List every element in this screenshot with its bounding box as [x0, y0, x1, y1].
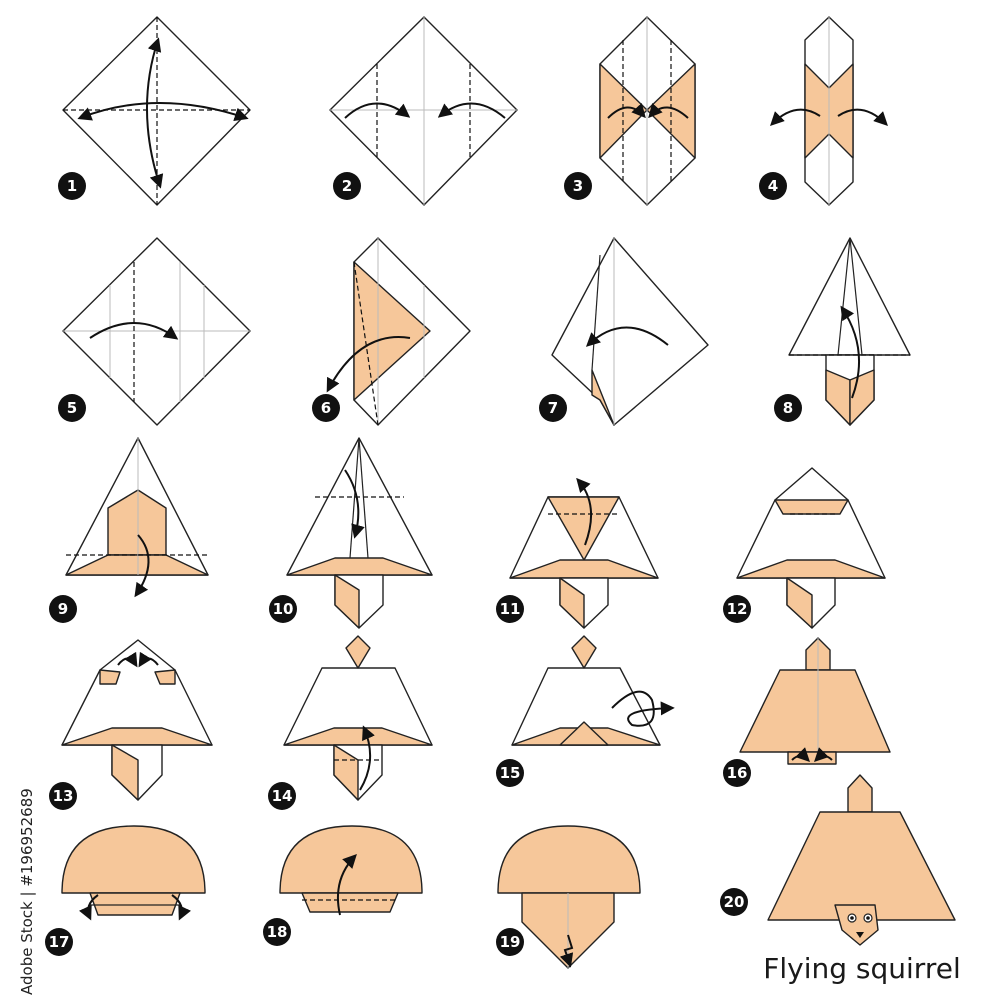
step-number: 9: [58, 600, 68, 618]
step-number: 4: [768, 177, 778, 195]
step-17-figure: [61, 825, 206, 921]
step-badge: 9: [49, 595, 77, 623]
step-11-figure: [509, 477, 659, 629]
step-6-figure: [326, 237, 471, 426]
step-14-figure: [283, 635, 433, 801]
step-badge: 8: [774, 394, 802, 422]
step-number: 16: [727, 764, 748, 782]
step-1-figure: [62, 16, 251, 206]
step-number: 2: [342, 177, 352, 195]
step-badge: 14: [268, 782, 296, 810]
step-number: 10: [273, 600, 294, 618]
step-19-figure: [497, 825, 641, 969]
diagram-title: Flying squirrel: [763, 952, 960, 985]
step-badge: 3: [564, 172, 592, 200]
step-8-figure: [788, 237, 911, 426]
step-badge: 6: [312, 394, 340, 422]
step-badge: 7: [539, 394, 567, 422]
step-number: 6: [321, 399, 331, 417]
step-3-figure: [599, 16, 696, 206]
step-badge: 18: [263, 918, 291, 946]
step-number: 19: [500, 933, 521, 951]
step-badges: 1 2 3 4 5 6 7 8 9 10 11 12 13 14 15 16 1…: [45, 172, 802, 956]
step-badge: 12: [723, 595, 751, 623]
step-7-figure: [551, 237, 709, 426]
step-number: 20: [724, 893, 745, 911]
step-number: 17: [49, 933, 70, 951]
step-10-figure: [286, 437, 433, 629]
step-badge: 13: [49, 782, 77, 810]
step-number: 1: [67, 177, 77, 195]
step-badge: 15: [496, 759, 524, 787]
step-4-figure: [770, 16, 888, 206]
step-number: 12: [727, 600, 748, 618]
step-20-figure: [767, 774, 956, 946]
step-number: 15: [500, 764, 521, 782]
step-number: 5: [67, 399, 77, 417]
step-number: 11: [500, 600, 521, 618]
step-badge: 20: [720, 888, 748, 916]
step-badge: 10: [269, 595, 297, 623]
step-badge: 16: [723, 759, 751, 787]
step-badge: 11: [496, 595, 524, 623]
step-12-figure: [736, 467, 886, 629]
stock-id-text: Adobe Stock | #196952689: [18, 788, 36, 995]
step-number: 8: [783, 399, 793, 417]
step-badge: 2: [333, 172, 361, 200]
step-number: 3: [573, 177, 583, 195]
step-5-figure: [62, 237, 251, 426]
step-badge: 5: [58, 394, 86, 422]
step-badge: 1: [58, 172, 86, 200]
step-15-figure: [511, 635, 675, 746]
step-badge: 17: [45, 928, 73, 956]
step-16-figure: [739, 637, 891, 765]
step-9-figure: [65, 437, 209, 598]
step-badge: 4: [759, 172, 787, 200]
step-badge: 19: [496, 928, 524, 956]
step-number: 7: [548, 399, 558, 417]
step-number: 14: [272, 787, 293, 805]
step-13-figure: [61, 639, 213, 801]
step-2-figure: [329, 16, 518, 206]
step-number: 13: [53, 787, 74, 805]
step-number: 18: [267, 923, 288, 941]
step-18-figure: [279, 825, 423, 916]
